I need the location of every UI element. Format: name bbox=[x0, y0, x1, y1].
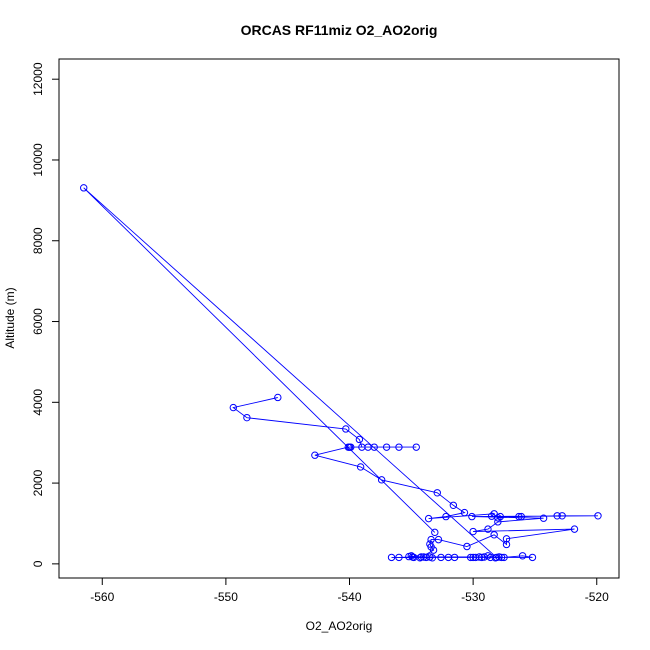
data-point bbox=[417, 553, 425, 561]
data-point bbox=[515, 512, 523, 521]
data-point bbox=[558, 512, 566, 520]
data-point bbox=[469, 553, 477, 562]
y-tick-label-1: 2000 bbox=[31, 469, 45, 496]
data-point bbox=[429, 546, 438, 554]
data-point bbox=[408, 553, 417, 561]
data-point bbox=[495, 553, 503, 561]
data-point bbox=[570, 525, 579, 533]
data-point bbox=[437, 553, 445, 562]
data-point bbox=[466, 553, 475, 562]
data-point bbox=[469, 527, 477, 536]
y-tick-label-4: 8000 bbox=[31, 227, 45, 254]
y-tick-label-3: 6000 bbox=[31, 308, 45, 335]
plot-marks bbox=[80, 184, 602, 562]
data-point bbox=[412, 443, 420, 451]
data-point bbox=[356, 463, 365, 471]
data-point bbox=[433, 489, 441, 497]
data-point bbox=[427, 535, 435, 544]
data-point bbox=[395, 553, 403, 562]
data-point bbox=[449, 501, 458, 509]
x-tick-label-2: -540 bbox=[337, 590, 361, 604]
data-point bbox=[424, 514, 433, 523]
data-point bbox=[460, 508, 469, 517]
y-tick-label-6: 12000 bbox=[31, 62, 45, 96]
x-tick-label-3: -530 bbox=[461, 590, 485, 604]
data-point bbox=[484, 525, 492, 533]
data-point bbox=[494, 514, 502, 522]
data-point bbox=[500, 553, 508, 562]
y-tick-label-0: 0 bbox=[31, 560, 45, 567]
data-point bbox=[502, 535, 511, 543]
data-point bbox=[395, 443, 403, 451]
data-point bbox=[382, 443, 391, 451]
data-point bbox=[528, 553, 537, 562]
y-tick-label-5: 10000 bbox=[31, 143, 45, 177]
data-point bbox=[370, 443, 378, 451]
data-point bbox=[494, 518, 502, 526]
chart-title: ORCAS RF11miz O2_AO2orig bbox=[241, 22, 438, 38]
data-point bbox=[442, 512, 450, 521]
data-point bbox=[497, 553, 506, 562]
data-point bbox=[426, 553, 434, 561]
axes: -560 -550 -540 -530 -520 0 2000 4000 6000 8000 100… bbox=[31, 62, 609, 604]
data-point bbox=[344, 443, 352, 451]
data-point bbox=[342, 425, 350, 433]
data-point bbox=[80, 184, 88, 192]
data-point bbox=[463, 542, 471, 551]
data-point bbox=[431, 528, 439, 537]
x-tick-label-4: -520 bbox=[585, 590, 609, 604]
data-point bbox=[434, 535, 443, 544]
series-line-0 bbox=[83, 187, 599, 559]
x-tick-label-0: -560 bbox=[90, 590, 114, 604]
data-point bbox=[444, 553, 453, 562]
data-point bbox=[594, 512, 602, 520]
data-point bbox=[347, 443, 355, 451]
data-point bbox=[468, 512, 476, 521]
data-point bbox=[518, 552, 527, 560]
plot-frame bbox=[58, 58, 620, 579]
y-tick-label-2: 4000 bbox=[31, 389, 45, 416]
data-point bbox=[243, 413, 251, 422]
data-point bbox=[492, 553, 501, 562]
data-point bbox=[490, 510, 498, 518]
data-point bbox=[490, 531, 498, 539]
data-point bbox=[539, 514, 548, 522]
data-point bbox=[553, 512, 561, 520]
data-point bbox=[405, 552, 413, 561]
data-point bbox=[274, 393, 282, 402]
data-point bbox=[311, 451, 319, 459]
x-axis-label: O2_AO2orig bbox=[306, 619, 373, 633]
data-point bbox=[502, 540, 511, 549]
data-point bbox=[355, 435, 364, 444]
y-axis-label: Altitude (m) bbox=[3, 287, 17, 348]
data-point bbox=[377, 476, 386, 484]
data-point bbox=[517, 512, 526, 521]
x-tick-label-1: -550 bbox=[214, 590, 238, 604]
data-point bbox=[387, 553, 396, 562]
data-point bbox=[229, 403, 238, 412]
